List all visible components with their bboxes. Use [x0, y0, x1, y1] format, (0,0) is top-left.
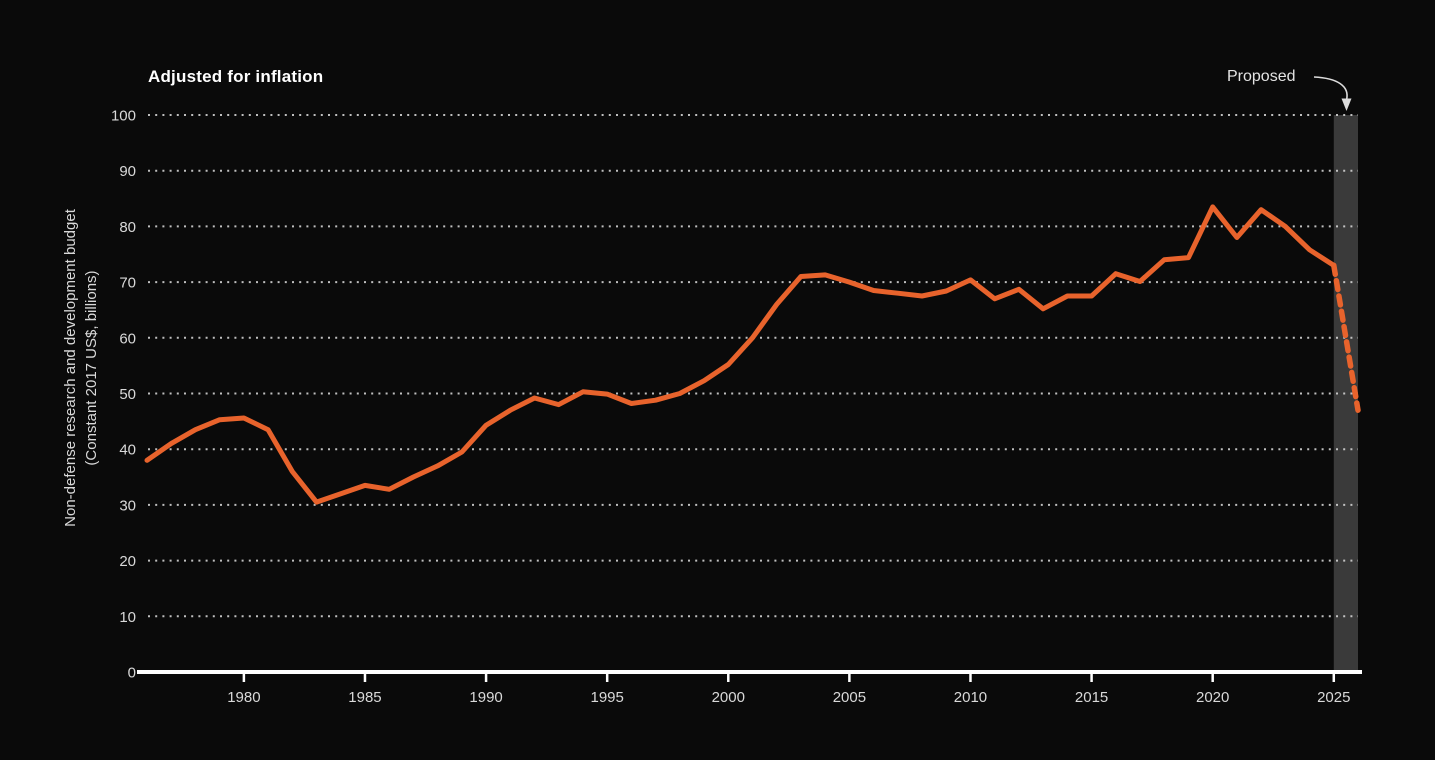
y-tick-label: 0: [128, 665, 136, 682]
x-tick-label: 2020: [1196, 689, 1229, 706]
y-tick-label: 30: [119, 497, 136, 514]
x-tick-label: 1985: [348, 689, 381, 706]
y-tick-label: 80: [119, 219, 136, 236]
y-tick-label: 100: [111, 108, 136, 125]
x-tick-label: 2010: [954, 689, 987, 706]
x-tick-label: 1990: [469, 689, 502, 706]
y-tick-label: 20: [119, 553, 136, 570]
x-tick-label: 2000: [712, 689, 745, 706]
y-tick-label: 50: [119, 386, 136, 403]
y-axis-label-line2: (Constant 2017 US$, billions): [83, 270, 100, 466]
y-tick-label: 70: [119, 275, 136, 292]
chart-title: Adjusted for inflation: [148, 67, 324, 86]
y-tick-label: 10: [119, 609, 136, 626]
y-tick-label: 60: [119, 330, 136, 347]
proposed-arrow: [1313, 76, 1348, 101]
x-tick-label: 2005: [833, 689, 866, 706]
x-tick-label: 1980: [227, 689, 260, 706]
y-axis-label-line1: Non-defense research and development bud…: [62, 209, 79, 527]
budget-line-proposed: [1331, 262, 1361, 413]
x-tick-label: 2025: [1317, 689, 1350, 706]
budget-line-actual: [144, 204, 1337, 505]
y-tick-label: 90: [119, 163, 136, 180]
proposed-arrowhead-icon: [1341, 98, 1352, 111]
y-axis-label: Non-defense research and development bud…: [60, 209, 102, 527]
y-tick-label: 40: [119, 442, 136, 459]
proposed-annotation-label: Proposed: [1227, 68, 1296, 85]
x-tick-label: 2015: [1075, 689, 1108, 706]
x-tick-label: 1995: [590, 689, 623, 706]
